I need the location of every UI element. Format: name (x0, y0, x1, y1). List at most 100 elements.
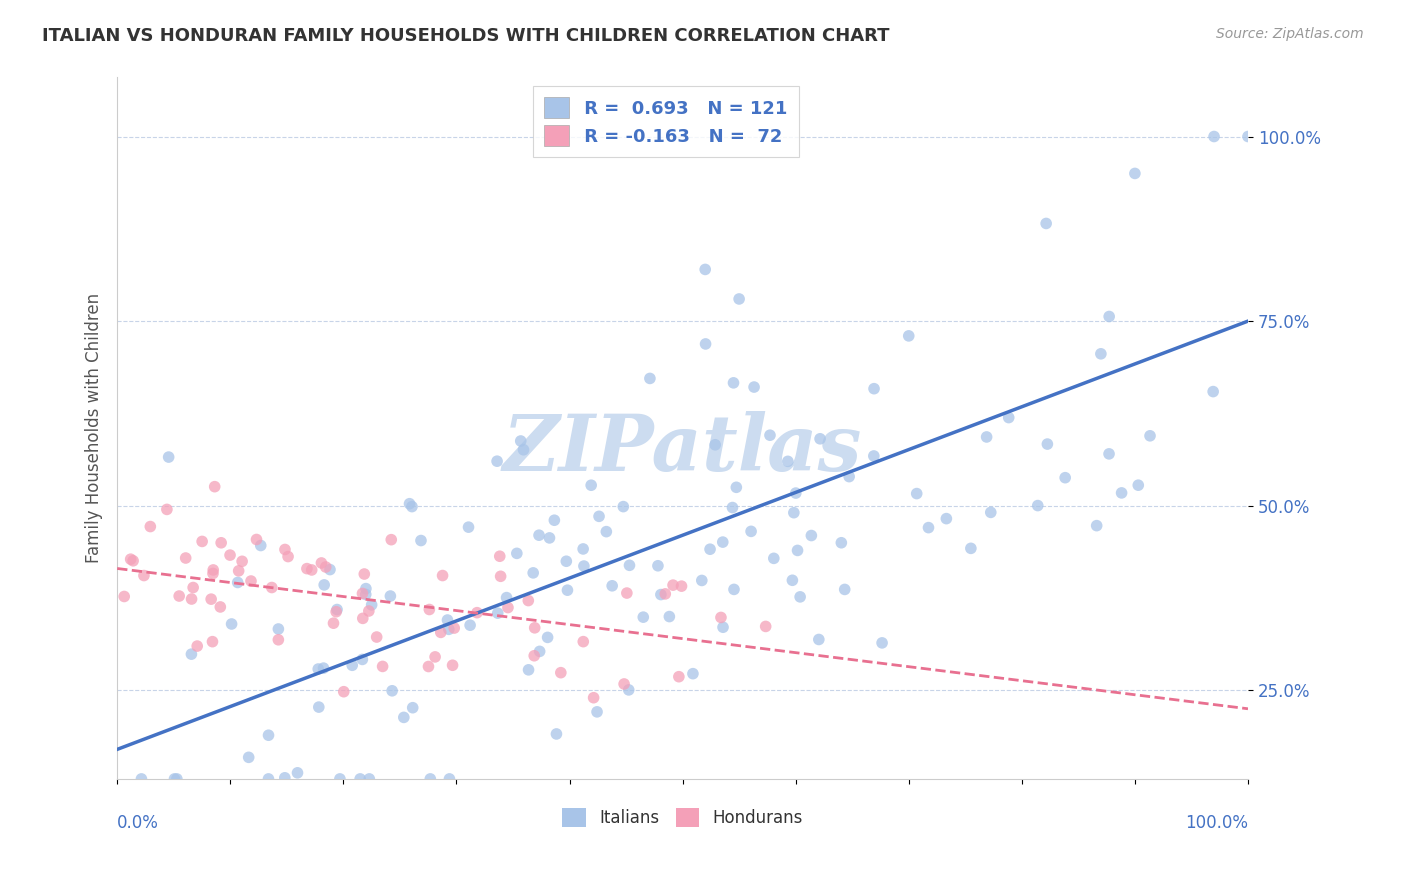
Point (830, 535, 852, 549)
Point (249, 539, 271, 553)
Point (509, 434, 531, 448)
Point (357, 604, 380, 618)
Point (579, 478, 602, 492)
Point (381, 683, 404, 698)
Point (312, 661, 335, 675)
Point (349, 772, 371, 786)
Text: ZIPatlas: ZIPatlas (503, 411, 862, 487)
Point (402, 700, 425, 714)
Point (314, 578, 336, 592)
Point (201, 634, 224, 648)
Point (897, 329, 920, 343)
Point (960, 541, 983, 556)
Point (419, 772, 441, 786)
Point (128, 787, 150, 801)
Point (200, 592, 222, 607)
Point (221, 617, 243, 632)
Point (546, 727, 568, 741)
Point (595, 524, 617, 539)
Point (392, 710, 415, 724)
Point (166, 772, 188, 786)
Point (122, 554, 145, 568)
Point (502, 809, 524, 823)
Point (690, 574, 713, 588)
Point (1090, 347, 1112, 361)
Point (863, 449, 886, 463)
Point (423, 649, 446, 664)
Point (1054, 471, 1077, 485)
Point (728, 292, 751, 306)
Point (174, 551, 197, 566)
Point (326, 602, 349, 616)
Point (1202, 129, 1225, 144)
Point (1123, 166, 1146, 180)
Point (257, 772, 280, 786)
Point (557, 583, 579, 598)
Point (486, 606, 509, 620)
Point (245, 533, 267, 547)
Point (711, 620, 734, 634)
Point (980, 505, 1002, 519)
Point (401, 500, 423, 514)
Point (870, 636, 893, 650)
Point (536, 631, 558, 645)
Point (489, 569, 512, 583)
Point (353, 567, 375, 582)
Point (186, 639, 208, 653)
Point (112, 590, 135, 604)
Point (156, 502, 179, 516)
Point (457, 520, 479, 534)
Point (527, 528, 550, 542)
Point (997, 410, 1019, 425)
Point (543, 513, 565, 527)
Point (695, 262, 717, 277)
Point (633, 610, 655, 624)
Text: 100.0%: 100.0% (1185, 814, 1249, 832)
Point (654, 587, 676, 601)
Point (572, 634, 595, 648)
Point (721, 500, 744, 515)
Point (418, 659, 440, 673)
Point (204, 480, 226, 494)
Point (650, 588, 672, 602)
Point (695, 794, 717, 808)
Point (488, 549, 510, 564)
Point (496, 600, 519, 615)
Point (120, 552, 142, 566)
Point (786, 543, 808, 558)
Point (976, 430, 998, 444)
Point (710, 610, 733, 624)
Point (277, 549, 299, 564)
Point (465, 606, 488, 620)
Point (202, 563, 225, 577)
Text: ITALIAN VS HONDURAN FAMILY HOUSEHOLDS WITH CHILDREN CORRELATION CHART: ITALIAN VS HONDURAN FAMILY HOUSEHOLDS WI… (42, 27, 890, 45)
Point (704, 438, 727, 452)
Point (352, 586, 374, 600)
Point (231, 554, 253, 568)
Point (443, 621, 465, 635)
Point (612, 500, 634, 514)
Point (418, 602, 440, 616)
Point (163, 772, 186, 786)
Point (711, 535, 734, 549)
Point (759, 428, 782, 442)
Point (523, 648, 546, 663)
Point (550, 665, 572, 680)
Point (522, 566, 544, 580)
Point (354, 587, 377, 601)
Point (671, 579, 693, 593)
Point (742, 380, 765, 394)
Point (905, 486, 928, 500)
Point (588, 509, 610, 524)
Point (287, 765, 309, 780)
Point (167, 589, 190, 603)
Point (695, 337, 717, 351)
Point (458, 618, 481, 632)
Point (226, 575, 249, 590)
Point (329, 772, 352, 786)
Point (131, 772, 153, 786)
Point (325, 605, 347, 619)
Point (380, 589, 402, 603)
Point (699, 542, 721, 557)
Point (380, 533, 402, 547)
